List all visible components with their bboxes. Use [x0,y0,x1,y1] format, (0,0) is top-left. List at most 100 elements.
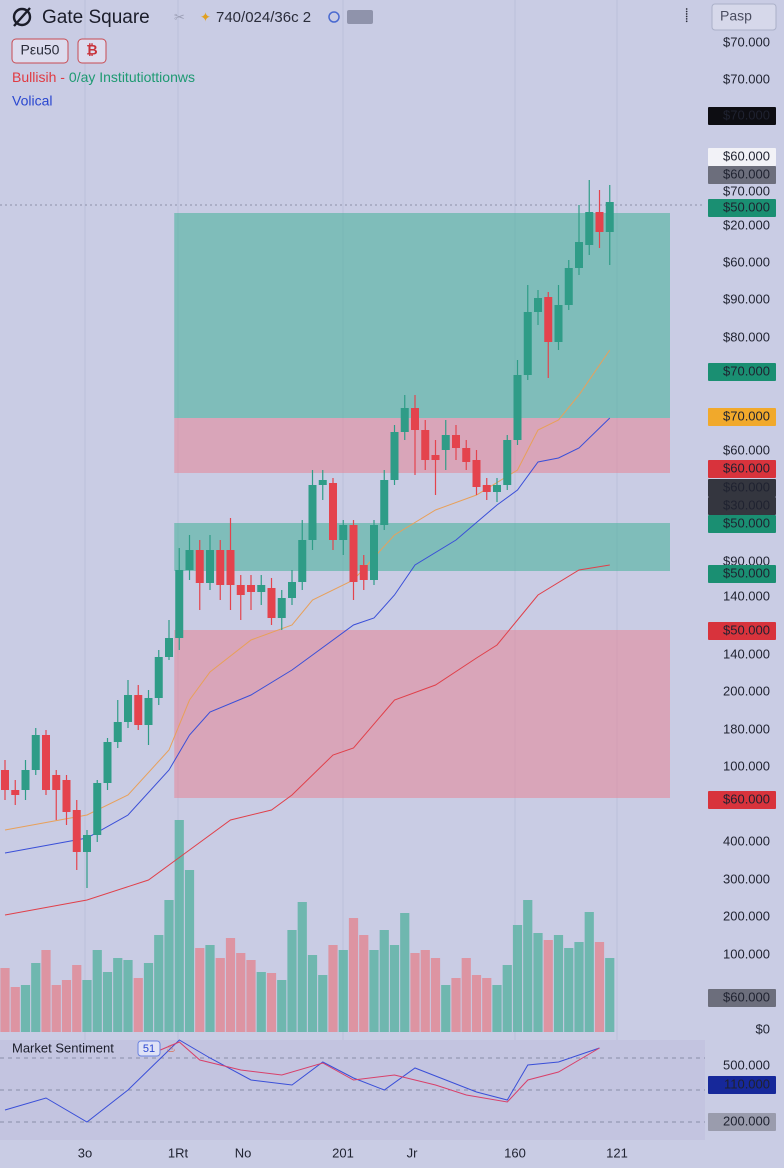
button[interactable] [347,10,373,24]
volume-bar [430,958,441,1032]
price-label: $90.000 [723,553,770,568]
candle-body [462,448,471,462]
candle-body [298,540,307,582]
volume-bar [123,960,133,1032]
candles [1,180,614,888]
candle-body [359,565,368,580]
volume-bar [348,918,359,1032]
volume-bar [605,958,615,1032]
candle-body [93,783,102,835]
price-tag [708,479,776,497]
price-label: 140.000 [723,646,770,661]
candle-body [493,485,501,492]
candle-body [534,298,542,312]
candle-body [329,483,337,540]
candle-body [31,735,40,770]
candle-body [431,455,440,460]
volume-bar [20,985,31,1032]
candle-body [113,722,122,742]
volume-bar [246,960,256,1032]
price-label: $60.000 [723,791,770,806]
time-axis: 3o 1Rt No 201 Jr 160 121 [78,1145,628,1160]
panel-title: Market Sentiment [12,1040,114,1055]
pair-text[interactable]: Pεu50 [21,42,60,58]
zone [174,523,670,571]
candle-body [175,570,184,638]
price-label: 300.000 [723,871,770,886]
price-label: 200.000 [723,1113,770,1128]
zone [174,213,670,418]
candle-body [554,305,563,342]
price-label: $50.000 [723,199,770,214]
search-text[interactable]: Pasp [720,8,752,24]
price-tag [708,622,776,640]
candle-body [42,735,50,790]
time-label: 160 [504,1145,526,1160]
volume-bar [51,985,61,1032]
price-label: 110.000 [724,1076,770,1091]
candle-body [564,268,573,305]
price-label: 500.000 [723,1057,770,1072]
price-label: $60.000 [723,442,770,457]
volume-bar [215,958,225,1032]
candle-body [206,550,214,583]
price-label: $50.000 [723,565,770,580]
price-label: $70.000 [723,183,770,198]
volume-bar [564,948,574,1032]
volume-bar [389,945,400,1032]
volume-bar [41,950,51,1032]
search-box[interactable] [711,3,777,31]
volume-bar [195,948,205,1032]
institution-label: 0/ay Institutiottionws [69,69,195,85]
candle-body [62,780,71,812]
candle-body [575,242,583,268]
price-label: $60.000 [723,479,770,494]
candle-body [1,770,9,790]
volume-bar [471,975,482,1032]
volume-bar [338,950,348,1032]
price-tag [708,199,776,217]
logo [12,7,32,27]
candle-body [21,770,30,790]
candle-body [247,585,255,592]
volume-bar [543,940,553,1032]
candle-body [288,582,296,598]
sentiment-lines [4,1039,600,1123]
price-label: 140.000 [723,588,770,603]
volume-bar [236,953,246,1032]
price-label: 400.000 [723,833,770,848]
price-label: $80.000 [723,329,770,344]
candle-body [103,742,112,783]
volume-bar [492,985,502,1032]
coin-button[interactable] [77,38,107,64]
time-label: 121 [606,1145,628,1160]
candle-body [380,480,389,525]
candle-body [257,585,266,592]
candle-body [165,638,173,657]
candle-body [318,480,327,485]
price-tag [708,1113,776,1131]
volume-bar [461,958,471,1032]
candle-body [216,550,225,585]
price-label: $50.000 [723,515,770,530]
volume-bar [72,965,82,1032]
volume [0,820,615,1032]
header: Gate Square ✂ ✦ 740/024/36c 2 ⸽ Pasp Pεu… [11,3,777,1057]
price-tag [708,408,776,426]
volume-bar [287,930,297,1032]
candle-body [585,212,594,245]
volume-bar [441,985,451,1032]
moving-average [4,417,611,854]
volume-bar [154,935,164,1032]
coin-text[interactable]: ₿ [86,42,97,58]
volume-bar [266,973,277,1032]
price-label: $0 [756,1021,770,1036]
price-axis: $70.000 $70.000 $70.000 $60.000 $60.000 $70.0… [708,34,776,1131]
panel-badge-text[interactable]: 51 [143,1043,155,1055]
symbol-info[interactable]: 740/024/36c 2 [216,9,311,26]
icon: ♨ [166,1043,176,1055]
pair-button[interactable] [11,38,69,64]
candle-body [72,810,81,852]
volume-bar [92,950,102,1032]
panel-badge[interactable] [137,1040,161,1057]
